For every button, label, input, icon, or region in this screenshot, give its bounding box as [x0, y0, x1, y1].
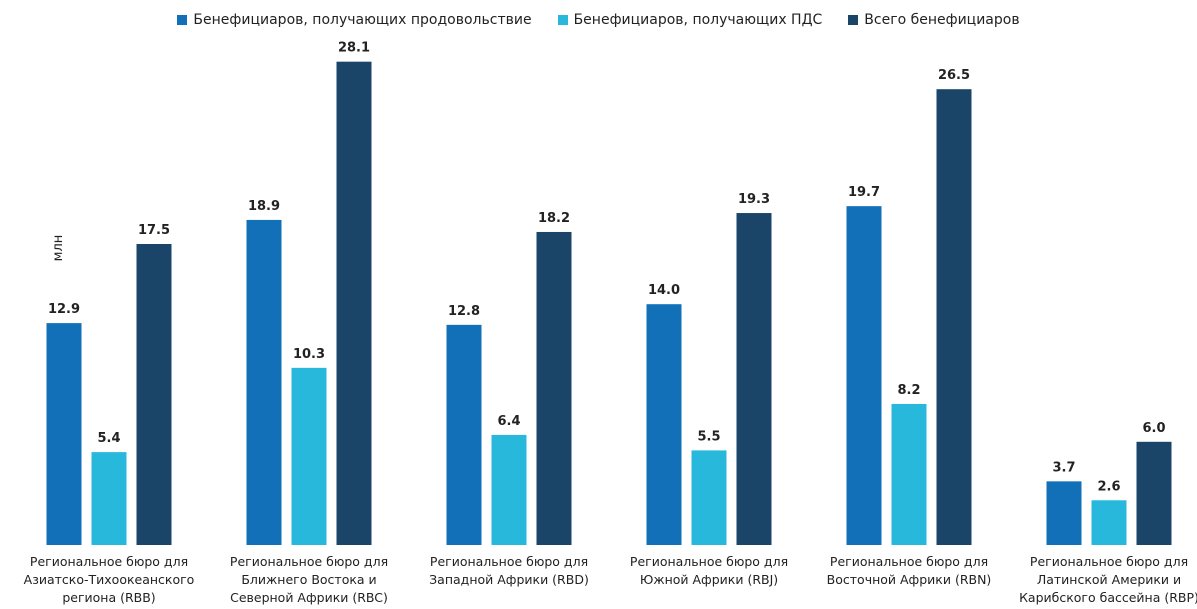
- x-tick-label: Региональное бюро для Ближнего Востока и…: [229, 554, 389, 605]
- data-label: 3.7: [1052, 460, 1075, 475]
- bar: [246, 219, 282, 546]
- data-label: 2.6: [1097, 479, 1120, 494]
- data-label: 5.4: [97, 431, 120, 446]
- legend-item: Бенефициаров, получающих продовольствие: [177, 12, 532, 28]
- legend-label: Бенефициаров, получающих ПДС: [573, 12, 823, 28]
- bar: [291, 367, 327, 545]
- bar: [691, 450, 727, 545]
- bar: [846, 206, 882, 545]
- bar: [1091, 500, 1127, 545]
- legend-swatch: [557, 15, 568, 25]
- data-label: 6.4: [497, 414, 520, 429]
- legend-label: Всего бенефициаров: [864, 12, 1020, 28]
- data-label: 14.0: [648, 283, 680, 298]
- bar: [1046, 481, 1082, 545]
- data-label: 12.9: [48, 302, 80, 317]
- data-label: 6.0: [1142, 421, 1165, 436]
- bar: [891, 403, 927, 545]
- data-label: 18.2: [538, 211, 570, 226]
- bar: [336, 61, 372, 546]
- legend-swatch: [177, 15, 188, 25]
- bar: [46, 323, 82, 545]
- bar: [536, 231, 572, 545]
- y-axis-label: млн: [51, 235, 66, 262]
- data-label: 17.5: [138, 223, 170, 238]
- x-tick-label: Региональное бюро для Южной Африки (RBJ): [629, 554, 789, 587]
- data-label: 28.1: [338, 41, 370, 56]
- data-label: 18.9: [248, 199, 280, 214]
- data-label: 8.2: [897, 383, 920, 398]
- x-tick-label: Региональное бюро для Западной Африки (R…: [429, 554, 589, 587]
- bar: [1136, 441, 1172, 545]
- legend-label: Бенефициаров, получающих продовольствие: [193, 12, 532, 28]
- bar: [646, 304, 682, 545]
- data-label: 26.5: [938, 68, 970, 83]
- data-label: 10.3: [293, 347, 325, 362]
- data-label: 19.3: [738, 192, 770, 207]
- x-tick-label: Региональное бюро для Латинской Америки …: [1019, 554, 1197, 605]
- legend-item: Всего бенефициаров: [848, 12, 1020, 28]
- bar: [736, 213, 772, 546]
- x-tick-label: Региональное бюро для Азиатско-Тихоокеан…: [23, 554, 195, 605]
- data-label: 12.8: [448, 304, 480, 319]
- bar: [491, 434, 527, 545]
- legend: Бенефициаров, получающих продовольствие Б…: [0, 12, 1197, 28]
- data-label: 5.5: [697, 429, 720, 444]
- bar: [446, 324, 482, 545]
- data-label: 19.7: [848, 185, 880, 200]
- legend-item: Бенефициаров, получающих ПДС: [557, 12, 823, 28]
- bar: [91, 452, 127, 545]
- x-tick-label: Региональное бюро для Восточной Африки (…: [826, 554, 992, 587]
- bar: [936, 89, 972, 545]
- legend-swatch: [848, 15, 859, 25]
- bar: [136, 244, 172, 545]
